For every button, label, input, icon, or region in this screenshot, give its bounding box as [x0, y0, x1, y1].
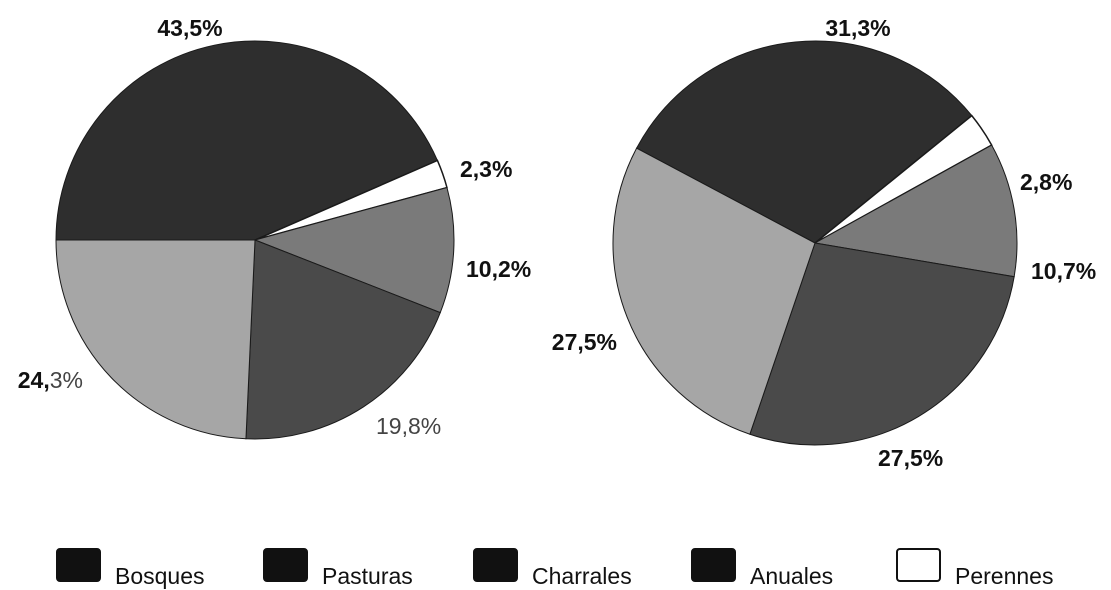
- pie-slice-anuales: [813, 144, 1018, 278]
- slice-label-bosques: 31,3%: [825, 15, 890, 41]
- slice-label-pasturas: 27,5%: [552, 329, 617, 355]
- legend-label-bosques: Bosques: [115, 563, 205, 589]
- pie-slice-charrales: [245, 239, 441, 440]
- legend-label-charrales: Charrales: [532, 563, 632, 589]
- slice-label-bosques: 43,5%: [157, 15, 222, 41]
- legend: Bosques Pasturas Charrales Anuales Perennes: [56, 548, 1053, 589]
- slice-label-perennes: 2,3%: [460, 156, 512, 182]
- pie-slice-bosques: [55, 40, 439, 241]
- legend-swatch-charrales: [473, 548, 518, 582]
- slice-label-anuales: 10,7%: [1031, 258, 1096, 284]
- legend-swatch-bosques: [56, 548, 101, 582]
- pie-slice-charrales: [749, 242, 1015, 446]
- pie-slice-anuales: [253, 186, 455, 314]
- legend-swatch-perennes: [896, 548, 941, 582]
- slice-label-charrales: 27,5%: [878, 445, 943, 471]
- slice-label-charrales: 19,8%: [376, 413, 441, 439]
- legend-label-pasturas: Pasturas: [322, 563, 413, 589]
- pie-chart-right: 31,3% 2,8% 10,7% 27,5% 27,5%: [552, 15, 1096, 471]
- legend-label-anuales: Anuales: [750, 563, 833, 589]
- pie-chart-left: 43,5% 2,3% 10,2% 19,8% 24,3%: [18, 15, 531, 440]
- slice-label-perennes: 2,8%: [1020, 169, 1072, 195]
- pie-slice-pasturas: [612, 147, 816, 435]
- slice-label-pasturas: 24,3%: [18, 367, 83, 393]
- legend-label-perennes: Perennes: [955, 563, 1053, 589]
- slice-label-anuales: 10,2%: [466, 256, 531, 282]
- legend-swatch-anuales: [691, 548, 736, 582]
- legend-swatch-pasturas: [263, 548, 308, 582]
- pie-slice-pasturas: [55, 239, 256, 440]
